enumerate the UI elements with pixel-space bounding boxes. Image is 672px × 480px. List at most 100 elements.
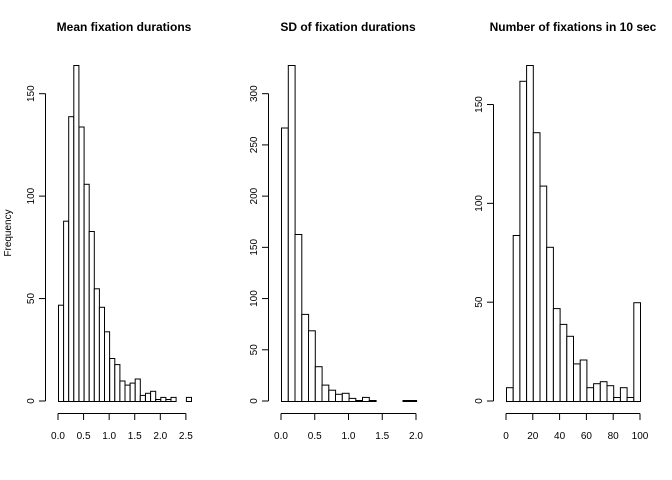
y-tick-label: 50 xyxy=(26,293,37,305)
histogram-bar xyxy=(579,359,588,402)
histogram-bar xyxy=(573,363,581,402)
histogram-bar xyxy=(362,396,370,402)
x-tick-label: 0.0 xyxy=(274,431,288,442)
histogram-bar xyxy=(124,384,131,403)
x-tick-label: 1.5 xyxy=(375,431,389,442)
histogram-bar xyxy=(328,389,337,403)
histogram-bar xyxy=(145,392,152,402)
histogram-bar xyxy=(606,385,615,403)
x-axis: 0.0 0.5 1.0 1.5 2.0 xyxy=(274,413,423,442)
histogram-bar xyxy=(402,400,411,402)
histogram-bar xyxy=(287,65,296,402)
histogram-bar xyxy=(613,397,621,402)
histogram-bar xyxy=(599,381,608,403)
x-tick-label: 2.0 xyxy=(409,431,423,442)
histogram-bar xyxy=(546,246,554,402)
bars xyxy=(506,65,641,403)
x-tick-label: 2.5 xyxy=(179,431,193,442)
x-tick-label: 100 xyxy=(632,431,649,442)
histogram-bar xyxy=(308,330,316,402)
histogram-bar xyxy=(185,396,192,402)
panel-title: Number of fixations in 10 sec xyxy=(490,20,657,34)
y-tick-label: 50 xyxy=(474,296,485,308)
histogram-bar xyxy=(98,306,106,402)
x-axis: 0 20 40 60 80 100 xyxy=(503,413,649,442)
histogram-bar xyxy=(512,235,521,402)
x-tick-label: 2.0 xyxy=(153,431,167,442)
histogram-bar xyxy=(519,80,528,403)
y-tick-label: 300 xyxy=(249,85,260,102)
histogram-bar xyxy=(368,400,377,402)
histogram-bar xyxy=(586,387,595,403)
y-tick-label: 50 xyxy=(249,344,260,356)
histogram-bar xyxy=(566,335,574,402)
histogram-bar xyxy=(68,116,75,402)
y-tick-label: 100 xyxy=(26,187,37,204)
y-axis-label: Frequency xyxy=(3,209,14,256)
histogram-bar xyxy=(559,323,568,402)
y-axis: 0 50 100 150 200 250 300 xyxy=(249,85,269,404)
panel-title: Mean fixation durations xyxy=(57,20,192,34)
x-axis: 0.0 0.5 1.0 1.5 2.0 2.5 xyxy=(51,413,193,442)
histogram-bar xyxy=(539,185,548,402)
histogram-bar xyxy=(619,387,628,403)
bars xyxy=(281,65,418,403)
histogram-bar xyxy=(83,183,90,402)
histogram-bar xyxy=(294,234,303,402)
histogram-bar xyxy=(93,288,100,402)
histogram-bar xyxy=(78,126,85,402)
histogram-bar xyxy=(552,308,561,403)
x-tick-label: 20 xyxy=(527,431,539,442)
panel-number-of-fixations: Number of fixations in 10 sec 0 20 40 60 80 1… xyxy=(474,20,657,442)
y-tick-label: 100 xyxy=(474,195,485,212)
bars xyxy=(58,65,192,403)
histogram-bar xyxy=(155,399,162,402)
histogram-bar xyxy=(532,132,541,402)
x-tick-label: 0 xyxy=(503,431,509,442)
histogram-bar xyxy=(165,399,172,402)
histogram-bar xyxy=(355,400,364,402)
histogram-bar xyxy=(170,396,177,402)
histogram-bar xyxy=(139,394,146,402)
y-tick-label: 0 xyxy=(474,398,485,404)
x-tick-label: 0.0 xyxy=(51,431,65,442)
histogram-bar xyxy=(114,364,121,403)
histogram-bar xyxy=(321,384,330,403)
histogram-bar xyxy=(150,390,157,402)
histogram-bar xyxy=(593,383,601,403)
x-tick-label: 1.0 xyxy=(102,431,116,442)
y-axis: 0 50 100 150 xyxy=(26,85,46,404)
histogram-bar xyxy=(88,231,95,402)
histogram-bar xyxy=(104,331,111,402)
histogram-bar xyxy=(119,380,126,402)
y-tick-label: 200 xyxy=(249,187,260,204)
histogram-bar xyxy=(281,127,289,402)
panel-mean-fixation-durations: Mean fixation durations Frequency 0.0 0.5… xyxy=(3,20,193,442)
histogram-bar xyxy=(526,65,534,402)
histogram-bar xyxy=(58,304,65,403)
histogram-bar xyxy=(348,397,357,402)
y-tick-label: 100 xyxy=(249,290,260,307)
histogram-bar xyxy=(626,397,635,402)
x-tick-label: 80 xyxy=(608,431,620,442)
x-tick-label: 0.5 xyxy=(308,431,322,442)
x-tick-label: 60 xyxy=(581,431,593,442)
y-tick-label: 0 xyxy=(26,398,37,404)
y-tick-label: 150 xyxy=(474,96,485,113)
histogram-bar xyxy=(134,378,141,402)
histogram-bar xyxy=(73,65,80,402)
histogram-bar xyxy=(314,366,323,403)
x-tick-label: 0.5 xyxy=(77,431,91,442)
y-axis: 0 50 100 150 xyxy=(474,96,494,404)
histogram-bar xyxy=(409,400,418,402)
histogram-bar xyxy=(129,382,136,403)
x-tick-label: 40 xyxy=(554,431,566,442)
panel-title: SD of fixation durations xyxy=(280,20,416,34)
y-tick-label: 150 xyxy=(249,239,260,256)
y-tick-label: 0 xyxy=(249,398,260,404)
histogram-bar xyxy=(63,220,70,402)
histogram-bar xyxy=(335,393,343,402)
panel-sd-fixation-durations: SD of fixation durations 0.0 0.5 1.0 1.5 2.0… xyxy=(249,20,423,442)
